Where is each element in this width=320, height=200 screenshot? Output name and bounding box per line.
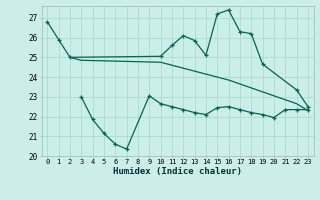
X-axis label: Humidex (Indice chaleur): Humidex (Indice chaleur) [113, 167, 242, 176]
